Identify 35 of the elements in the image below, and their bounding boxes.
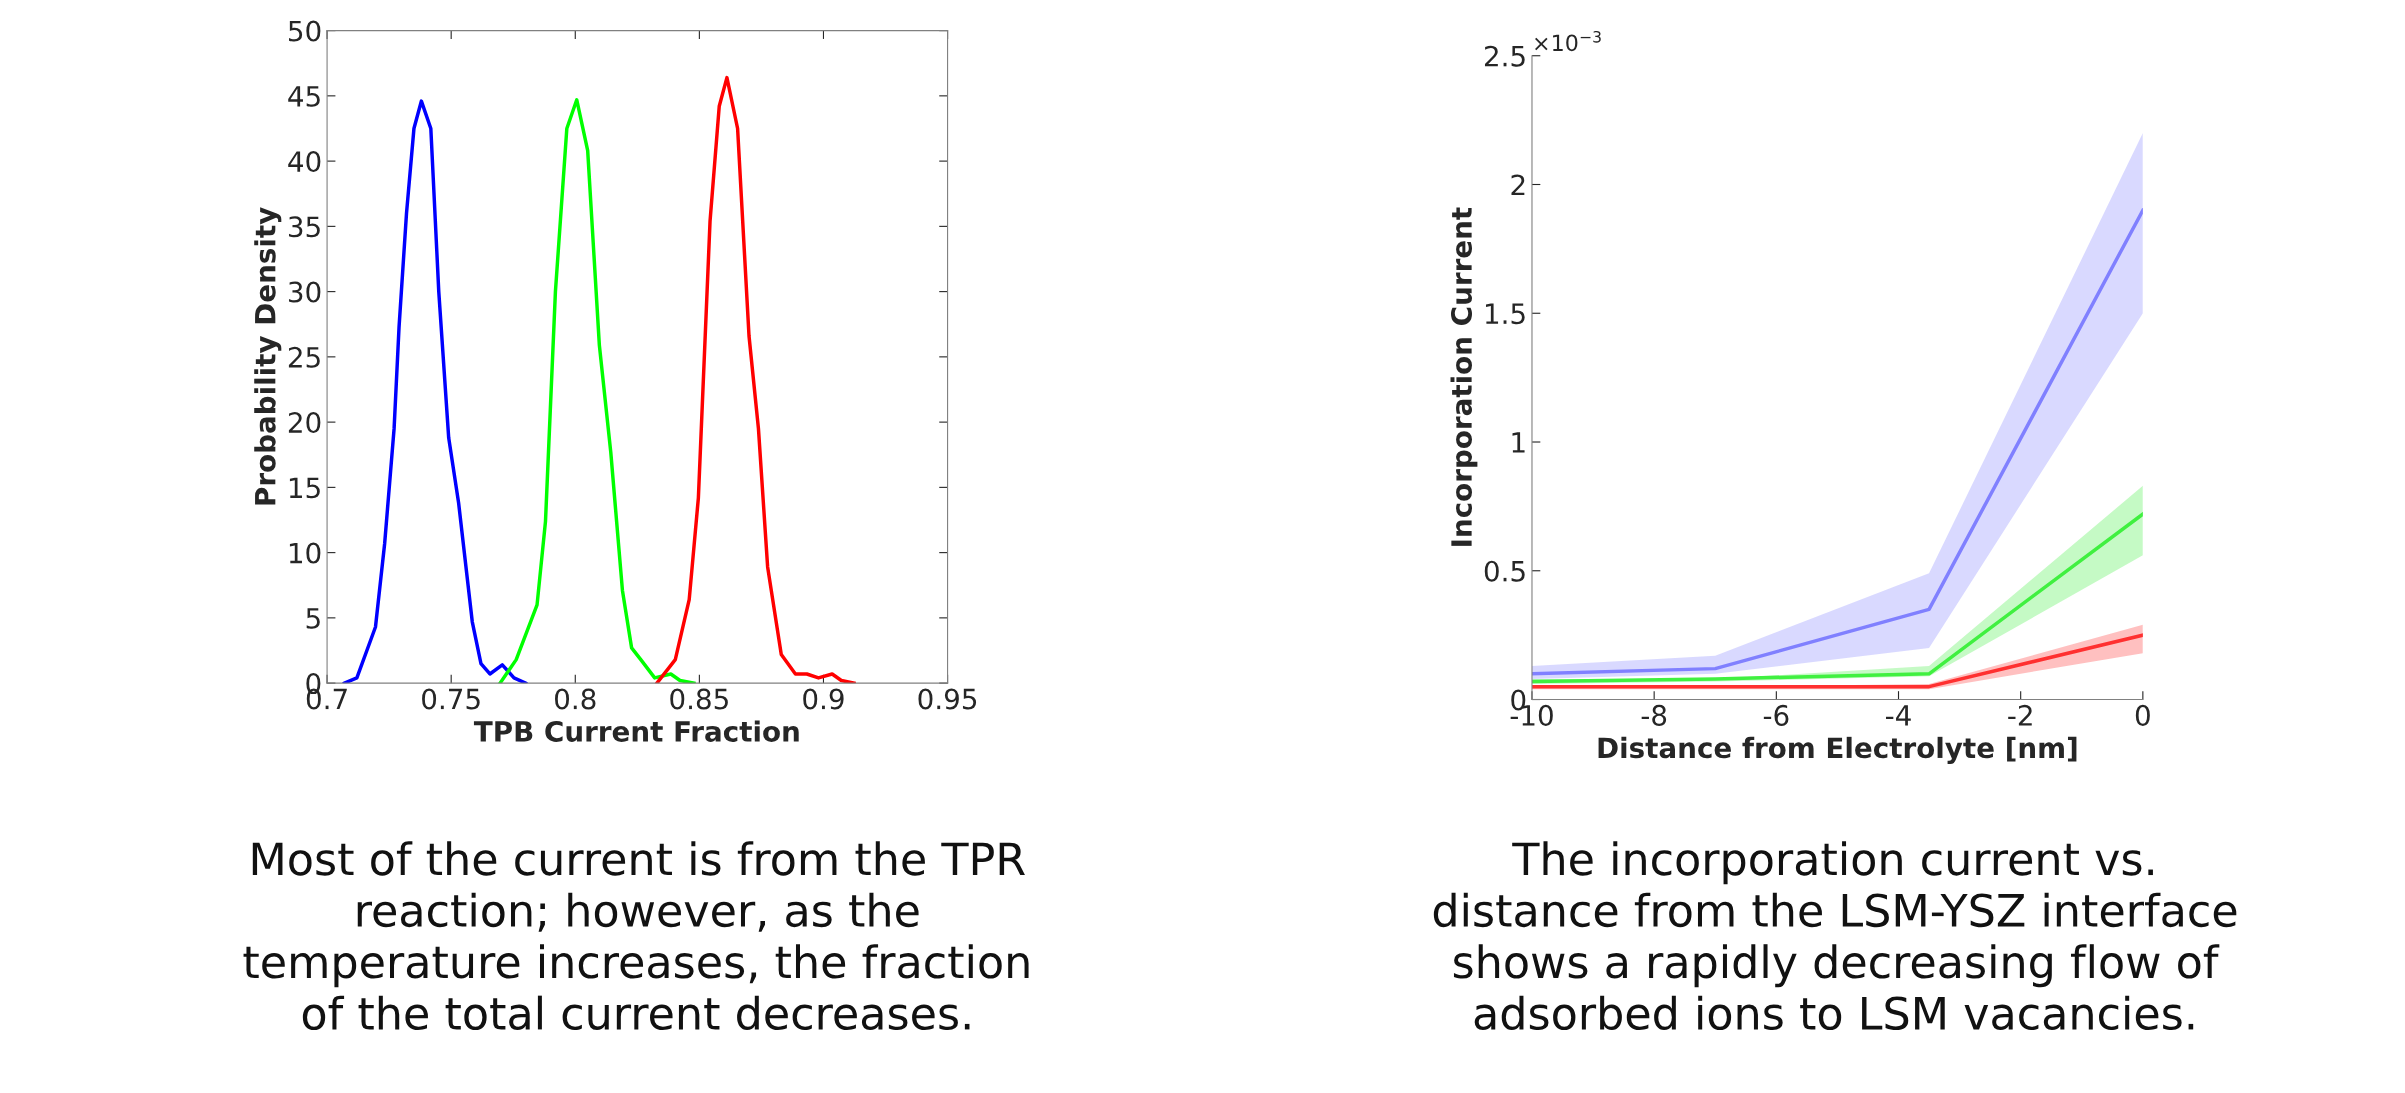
x-tick-label: -2 — [2008, 704, 2032, 726]
y-tick-label: 35 — [288, 216, 320, 238]
x-tick-label: 0.95 — [918, 688, 977, 710]
x-tick-label: 0.9 — [803, 688, 844, 710]
y-tick-label: 1.5 — [1486, 303, 1525, 325]
x-tick-label: -4 — [1886, 705, 1911, 726]
y-tick-label: 10 — [289, 542, 321, 564]
x-tick-label: -8 — [1641, 704, 1667, 726]
x-tick-label: -6 — [1763, 704, 1789, 726]
y-tick-label: 0.5 — [1484, 560, 1525, 582]
x-tick-label: 0.75 — [422, 688, 480, 710]
y-tick-label: 30 — [288, 281, 321, 303]
x-tick-label: 0 — [2135, 704, 2150, 726]
y-axis-title: Incorporation Current — [1450, 207, 1478, 546]
y-tick-label: 2 — [1511, 174, 1525, 196]
y-tick-label: 5 — [306, 608, 320, 629]
line-series — [655, 75, 856, 684]
y-tick-label: 15 — [289, 477, 320, 499]
y-tick-label: 20 — [288, 412, 321, 434]
line-series — [498, 98, 696, 684]
y-axis-title: Probability Density — [254, 207, 282, 505]
line-series — [342, 99, 528, 684]
text: The incorporation current vs. distance from the LSM-YSZ interface shows a rapidly decreasing flow of adsorbed ions to LSM vacancies. — [1433, 841, 2237, 1031]
x-tick-label: 0.85 — [670, 688, 728, 710]
x-axis-title: TPB Current Fraction — [473, 720, 799, 742]
y-tick-label: 25 — [288, 346, 320, 368]
text: ×10$^{−3}$ — [1535, 30, 1601, 52]
x-tick-label: 0.8 — [555, 688, 596, 710]
text: Most of the current is from the TPR reaction; however, as the temperature increases, the fraction of the total current decreases. — [243, 841, 1029, 1031]
x-axis-title: Distance from Electrolyte [nm] — [1598, 736, 2077, 764]
y-tick-label: 40 — [288, 151, 321, 173]
y-tick-label: 50 — [289, 20, 321, 42]
y-tick-label: 2.5 — [1484, 45, 1525, 67]
y-tick-label: 1 — [1512, 432, 1525, 453]
y-tick-label: 45 — [288, 86, 320, 107]
